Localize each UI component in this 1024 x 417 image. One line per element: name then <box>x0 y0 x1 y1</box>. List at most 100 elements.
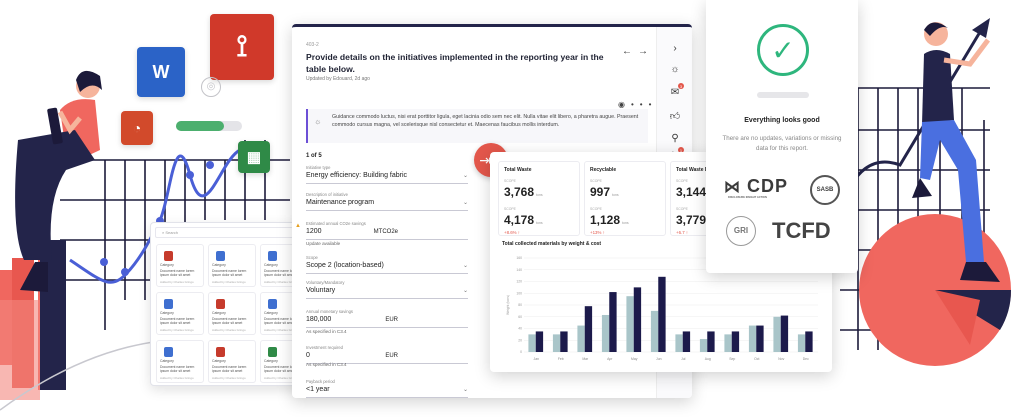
upload-progress-bar <box>176 121 242 131</box>
sun-icon[interactable]: ☼ <box>670 63 680 75</box>
x-tick-label: Apr <box>607 357 613 361</box>
y-tick-label: 20 <box>518 338 522 342</box>
arrow-left-icon[interactable]: ← <box>622 46 638 57</box>
document-icon <box>268 299 277 309</box>
document-author: Added by Charles Gringo <box>212 376 246 380</box>
document-card[interactable]: Category Document name lorem ipsum dolor … <box>260 340 307 383</box>
x-tick-label: Oct <box>754 357 759 361</box>
c34-hint-1: As specified in C3.4 <box>306 329 347 334</box>
guidance-text: Guidance commodo luctus, nisi erat portt… <box>332 114 639 128</box>
cdp-subtitle: DISCLOSURE INSIGHT ACTION <box>728 196 767 199</box>
update-available-text[interactable]: Update available <box>306 241 341 246</box>
document-author: Added by Charles Gringo <box>264 376 298 380</box>
chevron-down-icon: ⌄ <box>462 173 468 179</box>
chevron-down-icon: ⌄ <box>462 288 468 294</box>
bar-sep-series-1 <box>724 334 732 352</box>
bar-nov-series-2 <box>780 315 789 352</box>
bar-apr-series-2 <box>609 292 617 352</box>
field-label: Annual monetary savings <box>306 309 354 314</box>
updated-by-text: Updated by Edouard, 2d ago <box>306 76 370 82</box>
input-field[interactable]: Investment required 0 EUR <box>306 345 468 364</box>
document-author: Added by Charles Gringo <box>264 280 298 284</box>
x-tick-label: Feb <box>558 357 564 361</box>
metric-value: 3,779 <box>676 213 707 227</box>
field-label: Scope <box>306 255 318 260</box>
metric-value: 3,768 <box>504 185 535 199</box>
select-field[interactable]: Initiative type Energy efficiency: Buildi… <box>306 165 468 184</box>
field-label: Initiative type <box>306 165 331 170</box>
input-field[interactable]: Estimated annual CO2e savings 1200 MTCO2e <box>306 221 468 240</box>
metric-value: 3,144 <box>676 185 707 199</box>
bar-dec-series-1 <box>797 334 806 352</box>
y-tick-label: 80 <box>518 303 522 307</box>
bar-dec-series-2 <box>805 331 813 352</box>
bar-jun-series-2 <box>658 276 666 352</box>
document-title: Document name lorem ipsum dolor sit amet <box>212 365 247 373</box>
thumbs-up-icon[interactable]: 👍︎ <box>669 111 681 122</box>
document-author: Added by Charles Gringo <box>264 328 298 332</box>
document-category: Category <box>264 359 278 363</box>
select-field[interactable]: Voluntary/Mandatory Voluntary ⌄ <box>306 280 468 299</box>
left-illustration <box>0 70 300 411</box>
y-tick-label: 140 <box>516 268 522 272</box>
link-icon[interactable]: ⚲ <box>671 132 679 144</box>
metric-title: Recyclable <box>590 167 617 173</box>
document-icon <box>216 299 225 309</box>
document-card[interactable]: Category Document name lorem ipsum dolor … <box>260 244 307 287</box>
field-value: Maintenance program <box>306 199 375 206</box>
metric-value: 4,178 <box>504 213 535 227</box>
x-tick-label: Dec <box>803 357 809 361</box>
metric-sub: SCOPE <box>504 179 516 183</box>
collapse-chevron-icon[interactable]: › <box>673 42 677 54</box>
metric-unit: tons <box>536 221 543 225</box>
status-heading: Everything looks good <box>744 117 820 124</box>
c34-hint-2: As specified in C3.4 <box>306 362 347 367</box>
document-card[interactable]: Category Document name lorem ipsum dolor … <box>208 292 256 335</box>
document-author: Added by Charles Gringo <box>212 328 246 332</box>
document-category: Category <box>264 311 278 315</box>
bar-jun-series-1 <box>650 310 659 352</box>
x-tick-label: May <box>631 357 638 361</box>
input-field[interactable]: Annual monetary savings 180,000 EUR <box>306 309 468 328</box>
document-title: Document name lorem ipsum dolor sit amet <box>160 365 195 373</box>
y-axis-label: Weight (tons) <box>506 295 510 315</box>
bar-mar-series-2 <box>584 306 593 352</box>
document-title: Document name lorem ipsum dolor sit amet <box>160 269 195 277</box>
bar-may-series-2 <box>633 287 642 352</box>
field-value: Energy efficiency: Building fabric <box>306 172 408 179</box>
checkmark-shadow <box>757 92 809 98</box>
select-field[interactable]: Payback period <1 year ⌄ <box>306 379 468 398</box>
document-category: Category <box>212 263 226 267</box>
metric-card: Total Waste SCOPE 3,768 tons SCOPE 4,178 tons +… <box>498 161 580 236</box>
document-icon <box>216 251 225 261</box>
document-card[interactable]: Category Document name lorem ipsum dolor … <box>156 340 204 383</box>
document-icon <box>164 251 173 261</box>
arrow-right-icon[interactable]: → <box>638 46 654 57</box>
field-label: Investment required <box>306 345 344 350</box>
document-card[interactable]: Category Document name lorem ipsum dolor … <box>208 340 256 383</box>
document-icon <box>164 347 173 357</box>
document-icon <box>164 299 173 309</box>
field-value: 180,000 <box>306 316 332 323</box>
document-card[interactable]: Category Document name lorem ipsum dolor … <box>208 244 256 287</box>
warning-icon: ▲ <box>295 223 301 229</box>
navigation-arrows: ←→ <box>622 46 654 57</box>
document-card[interactable]: Category Document name lorem ipsum dolor … <box>156 244 204 287</box>
bar-aug-series-1 <box>699 339 708 352</box>
metric-unit: tons <box>612 193 619 197</box>
select-field[interactable]: Description of initiative Maintenance pro… <box>306 192 468 211</box>
chart-title: Total collected materials by weight & co… <box>502 241 602 247</box>
field-label: Voluntary/Mandatory <box>306 280 345 285</box>
document-card[interactable]: Category Document name lorem ipsum dolor … <box>260 292 307 335</box>
document-category: Category <box>160 263 174 267</box>
metric-sub: SCOPE <box>590 207 602 211</box>
comments-icon[interactable]: ✉ 3 <box>670 83 684 98</box>
eye-icon[interactable]: ◉ <box>618 100 631 109</box>
more-options-icon[interactable]: ••• <box>630 100 658 109</box>
document-card[interactable]: Category Document name lorem ipsum dolor … <box>156 292 204 335</box>
document-search-input[interactable]: ⌕ Search <box>155 227 303 238</box>
bar-nov-series-1 <box>773 316 781 352</box>
metric-delta: +8.6% ↑ <box>504 230 520 235</box>
search-placeholder: Search <box>165 230 179 235</box>
select-field[interactable]: Scope Scope 2 (location-based) ⌄ <box>306 255 468 274</box>
